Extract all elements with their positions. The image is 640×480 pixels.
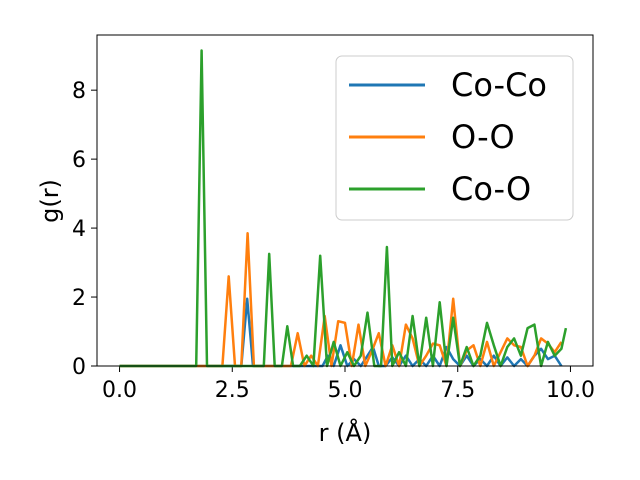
x-tick-label: 7.5	[440, 378, 475, 403]
y-tick-label: 6	[72, 148, 86, 173]
legend-label-o-o: O-O	[451, 118, 515, 156]
x-tick-label: 10.0	[546, 378, 595, 403]
plot-frame	[96, 34, 594, 367]
y-axis-ticks: 0 2 4 6 8	[72, 79, 97, 380]
legend-label-co-o: Co-O	[451, 170, 531, 208]
legend-box	[335, 55, 574, 221]
x-tick-label: 2.5	[215, 378, 250, 403]
series-line-co-co	[119, 297, 563, 368]
y-axis-label: g(r)	[36, 179, 64, 223]
legend: Co-Co O-O Co-O	[335, 55, 574, 221]
x-tick-label: 5.0	[328, 378, 363, 403]
y-tick-label: 8	[72, 79, 86, 104]
legend-label-co-co: Co-Co	[451, 66, 547, 104]
y-tick-label: 2	[72, 286, 86, 311]
x-axis-ticks: 0.0 2.5 5.0 7.5 10.0	[102, 366, 595, 403]
series-line-co-o	[119, 49, 568, 368]
y-tick-label: 0	[72, 355, 86, 380]
x-tick-label: 0.0	[102, 378, 137, 403]
series-line-o-o	[119, 232, 563, 368]
x-axis-label: r (Å)	[319, 418, 372, 447]
y-tick-label: 4	[72, 217, 86, 242]
